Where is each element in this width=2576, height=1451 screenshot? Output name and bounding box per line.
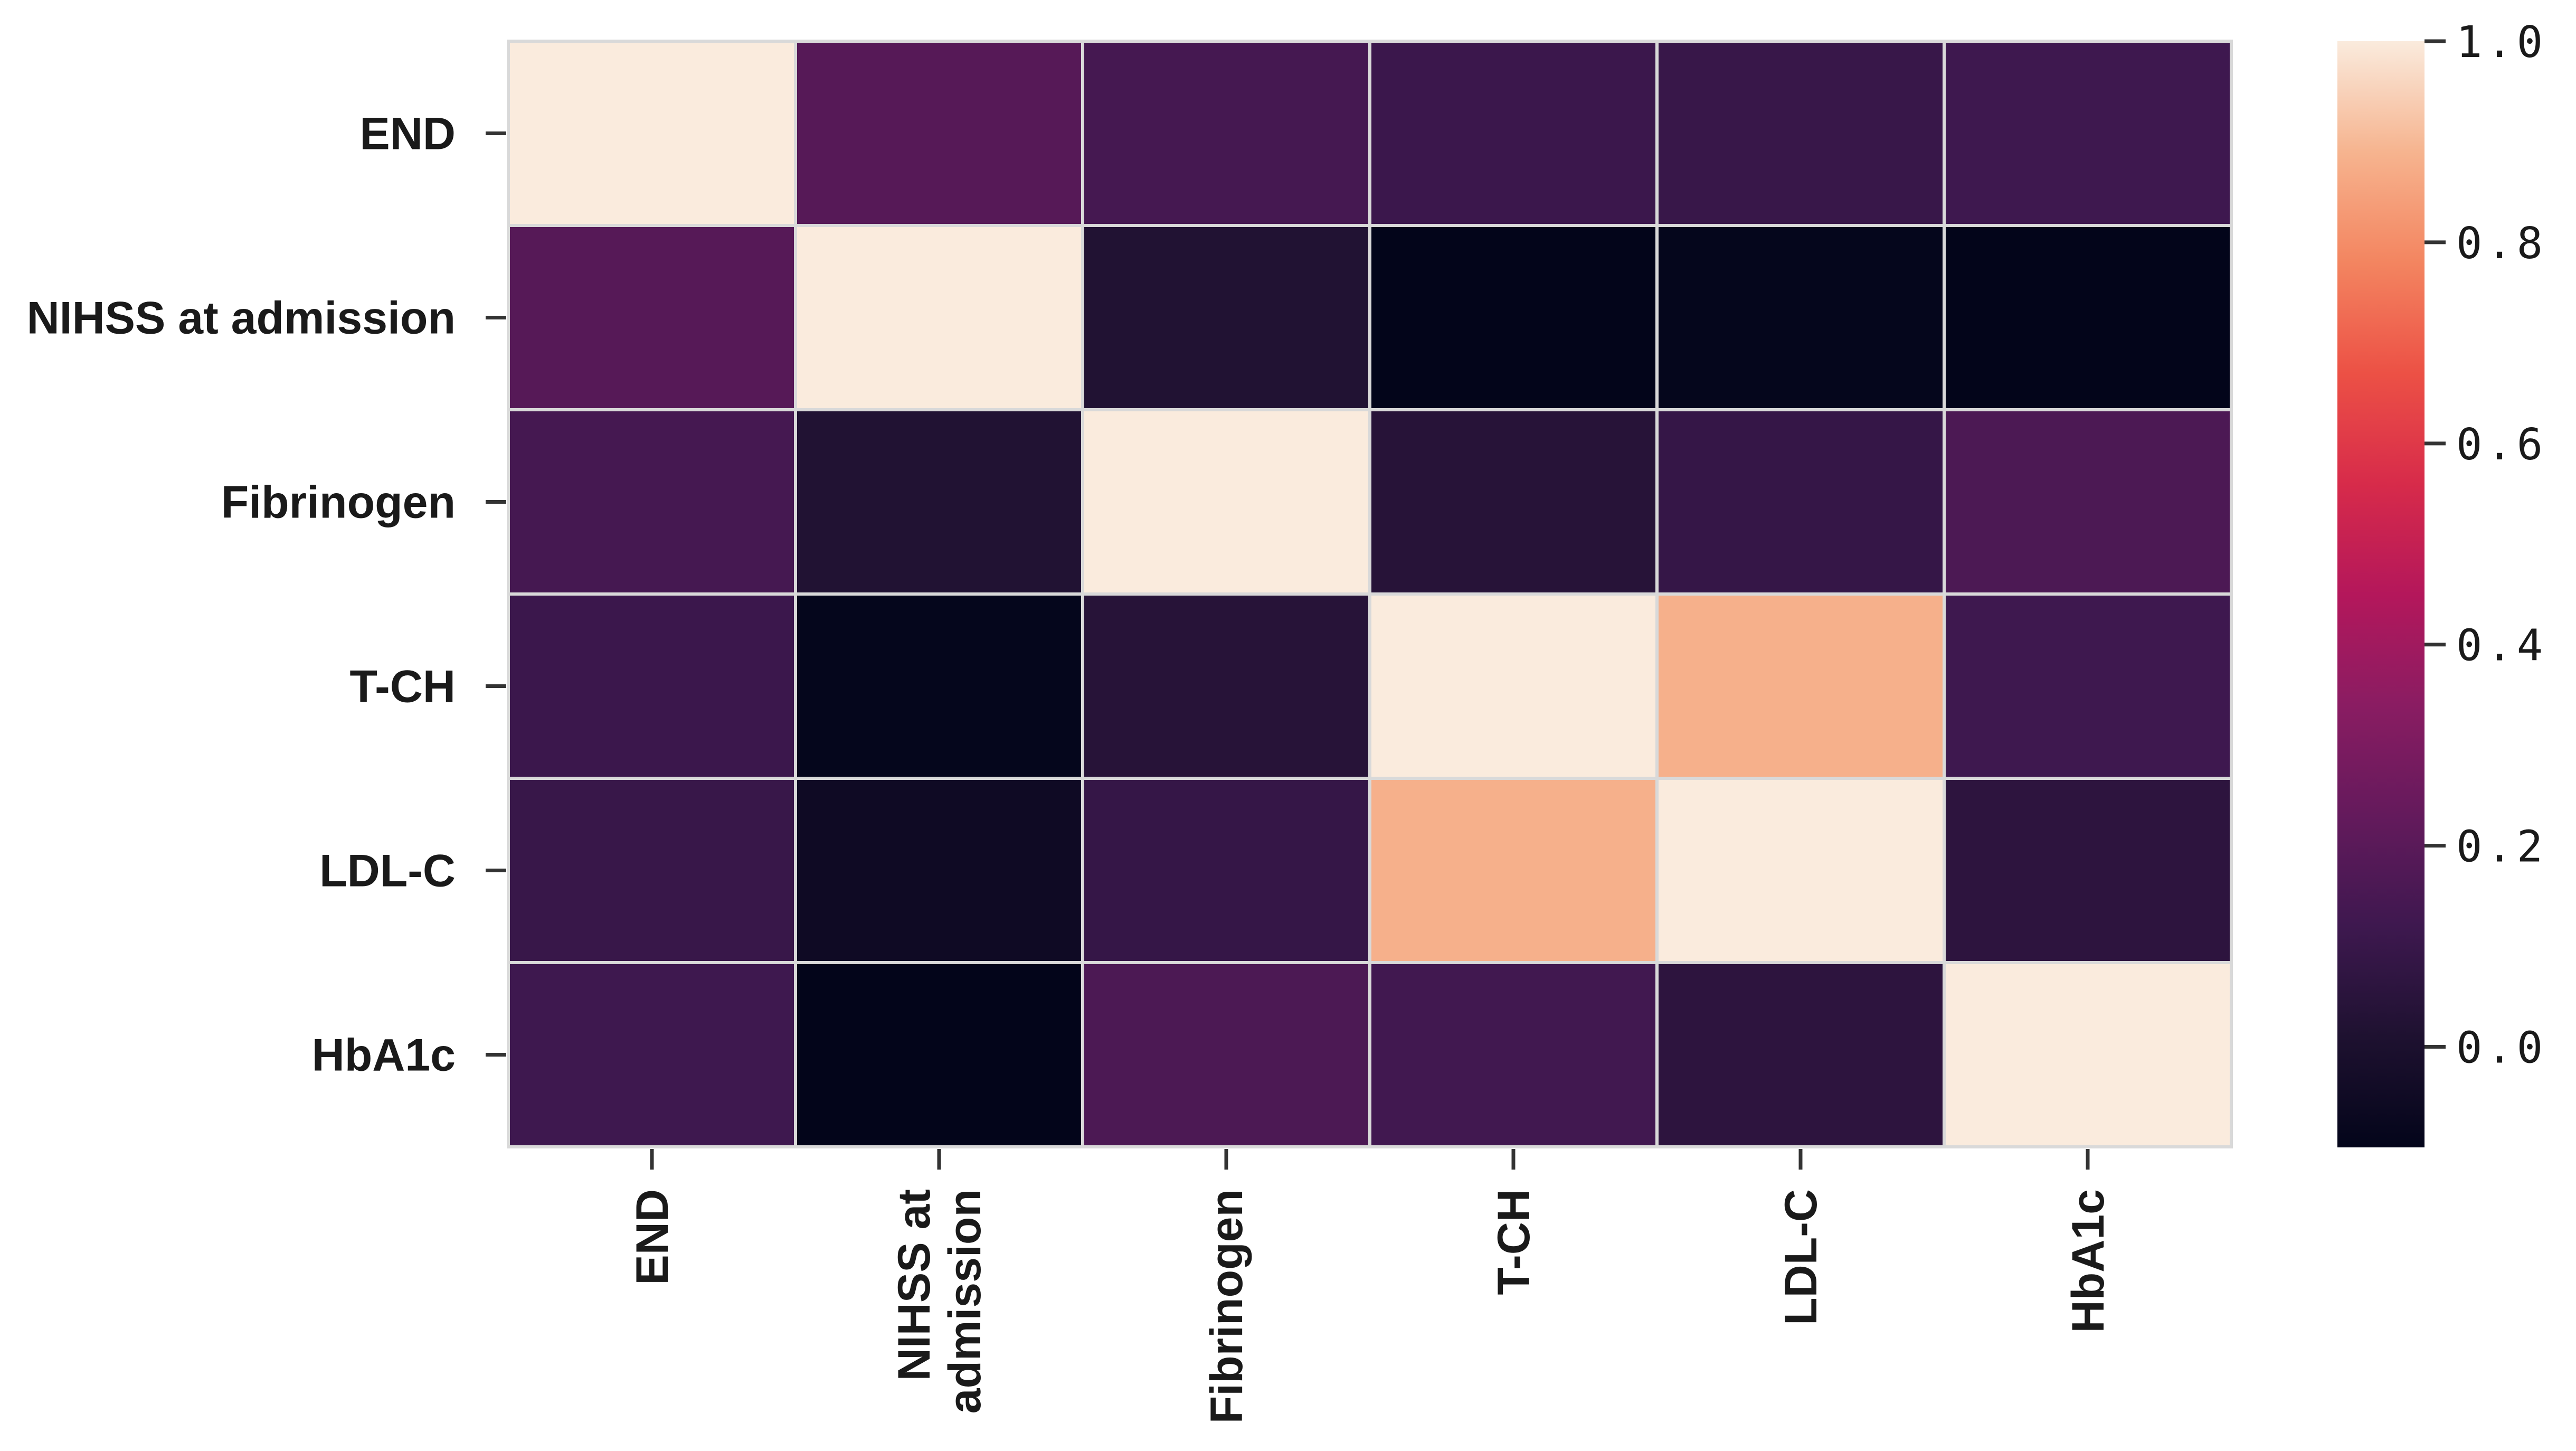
heatmap-cell: [1368, 408, 1659, 596]
heatmap-cell: [1368, 592, 1659, 780]
heatmap-cell: [1368, 961, 1659, 1148]
row-label: Fibrinogen: [221, 477, 456, 528]
heatmap-cell: [507, 777, 797, 964]
row-label: LDL-C: [319, 846, 456, 897]
colorbar-tick-label: 0.6: [2456, 420, 2547, 470]
colorbar-tick-label: 0.0: [2456, 1023, 2547, 1073]
heatmap-cell: [1655, 40, 1946, 227]
heatmap-cell: [1655, 592, 1946, 780]
column-label: T-CH: [1489, 1189, 1539, 1295]
heatmap-cell: [1943, 592, 2233, 780]
colorbar-tick-label: 1.0: [2456, 17, 2547, 68]
heatmap-cell: [507, 408, 797, 596]
row-label: END: [359, 109, 456, 159]
heatmap-cell: [1368, 40, 1659, 227]
heatmap-cell: [507, 40, 797, 227]
heatmap-cell: [1655, 224, 1946, 411]
heatmap-cell: [1081, 961, 1371, 1148]
heatmap-cell: [794, 224, 1084, 411]
heatmap-cell: [1368, 777, 1659, 964]
heatmap-cell: [1081, 408, 1371, 596]
row-label: T-CH: [349, 662, 456, 712]
heatmap-cell: [1655, 777, 1946, 964]
heatmap-cell: [1943, 40, 2233, 227]
heatmap-cell: [507, 961, 797, 1148]
heatmap-cell: [1081, 592, 1371, 780]
heatmap-cell: [1081, 224, 1371, 411]
heatmap-cell: [1943, 224, 2233, 411]
heatmap-cell: [507, 592, 797, 780]
heatmap-cell: [794, 961, 1084, 1148]
colorbar-tick-label: 0.2: [2456, 822, 2547, 872]
heatmap-cell: [794, 592, 1084, 780]
heatmap-cell: [1655, 961, 1946, 1148]
heatmap-cell: [794, 777, 1084, 964]
heatmap-cell: [1943, 961, 2233, 1148]
column-label: NIHSS atadmission: [889, 1189, 990, 1414]
heatmap-cells: [507, 40, 2233, 1148]
column-label: HbA1c: [2063, 1189, 2114, 1333]
heatmap-cell: [794, 408, 1084, 596]
column-axis: END NIHSS atadmission Fibrinogen T-CH LDL-C H…: [627, 1149, 2114, 1424]
heatmap-cell: [1943, 408, 2233, 596]
row-label: HbA1c: [312, 1030, 456, 1081]
heatmap-cell: [507, 224, 797, 411]
colorbar-gradient: [2337, 41, 2425, 1147]
heatmap-cell: [1081, 777, 1371, 964]
column-label: LDL-C: [1776, 1189, 1826, 1325]
heatmap-cell: [1943, 777, 2233, 964]
heatmap-cell: [1368, 224, 1659, 411]
colorbar-tick-label: 0.4: [2456, 621, 2547, 671]
column-label: END: [627, 1189, 678, 1285]
row-label: NIHSS at admission: [27, 293, 456, 344]
column-label: Fibrinogen: [1201, 1189, 1252, 1424]
colorbar: 0.0 0.2 0.4 0.6 0.8 1.0: [2337, 17, 2547, 1147]
row-axis: END NIHSS at admission Fibrinogen T-CH LDL-C…: [27, 109, 506, 1081]
heatmap-cell: [1081, 40, 1371, 227]
heatmap-cell: [794, 40, 1084, 227]
colorbar-tick-label: 0.8: [2456, 219, 2547, 269]
heatmap-cell: [1655, 408, 1946, 596]
